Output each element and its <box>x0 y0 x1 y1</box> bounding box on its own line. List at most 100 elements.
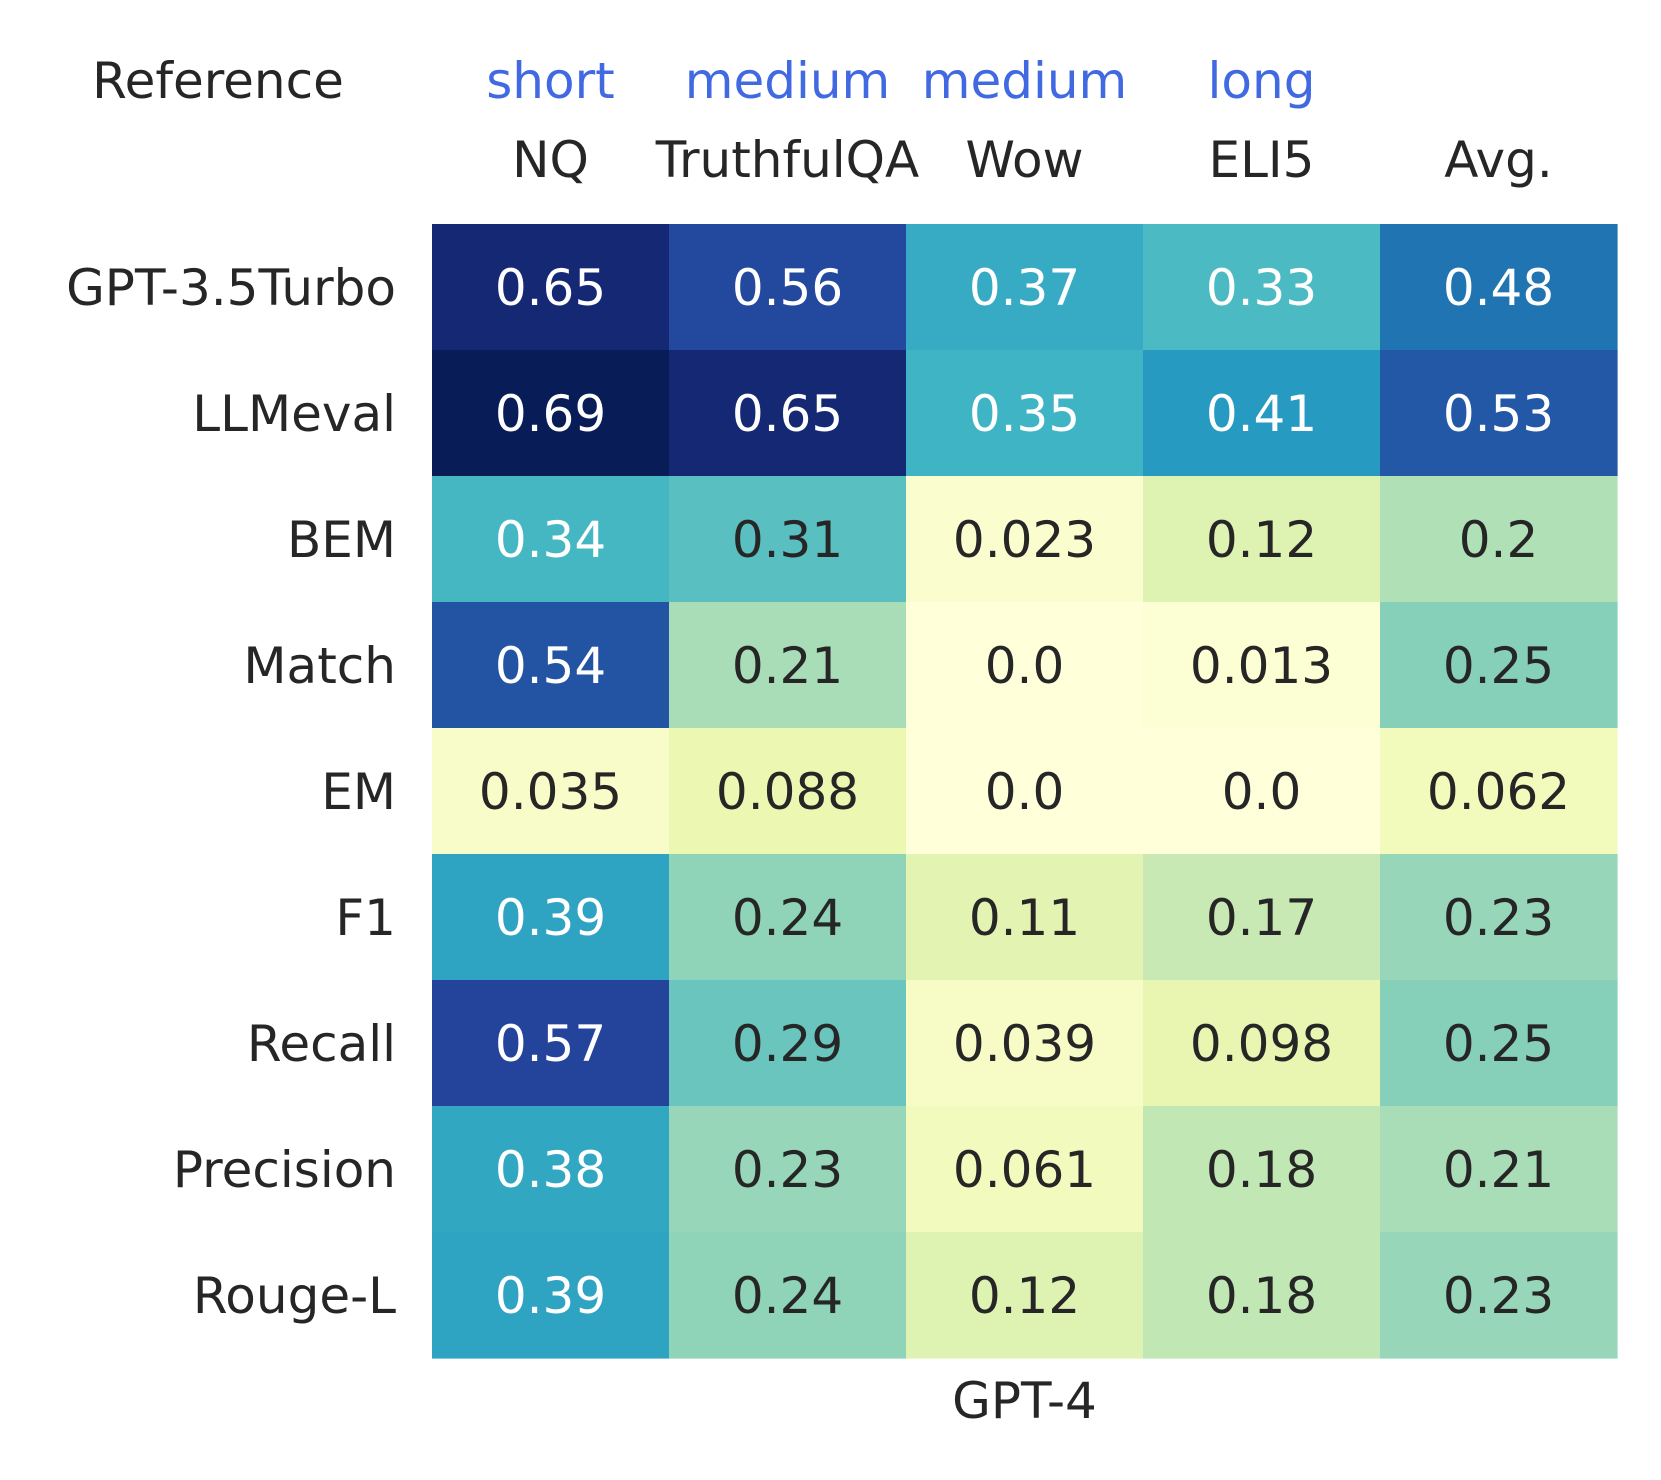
heatmap-cell <box>1380 224 1618 351</box>
cell-value-label: 0.33 <box>1206 259 1317 317</box>
heatmap-cell <box>1380 1106 1618 1233</box>
cell-value-label: 0.088 <box>716 763 859 821</box>
heatmap-cell <box>432 224 670 351</box>
column-group-label: short <box>486 52 615 110</box>
cell-value-label: 0.0 <box>985 637 1065 695</box>
cell-value-label: 0.23 <box>1443 1267 1554 1325</box>
heatmap-cell <box>669 350 907 477</box>
cell-value-label: 0.12 <box>1206 511 1317 569</box>
heatmap-cell <box>432 602 670 729</box>
column-group-label: medium <box>685 52 891 110</box>
cell-value-label: 0.25 <box>1443 637 1554 695</box>
cell-value-label: 0.061 <box>953 1141 1096 1199</box>
cell-value-label: 0.29 <box>732 1015 843 1073</box>
cell-value-label: 0.69 <box>495 385 606 443</box>
cell-value-label: 0.65 <box>495 259 606 317</box>
heatmap-cell <box>669 1106 907 1233</box>
heatmap-cell <box>432 1232 670 1359</box>
cell-value-label: 0.41 <box>1206 385 1317 443</box>
column-group-label: medium <box>922 52 1128 110</box>
cell-value-label: 0.11 <box>969 889 1080 947</box>
cell-value-label: 0.54 <box>495 637 606 695</box>
row-label: Match <box>243 637 396 695</box>
heatmap-cell <box>1143 854 1381 981</box>
row-label: BEM <box>287 511 396 569</box>
cell-value-label: 0.31 <box>732 511 843 569</box>
heatmap-cell <box>432 1106 670 1233</box>
heatmap-cell <box>906 1232 1144 1359</box>
row-label: F1 <box>335 889 396 947</box>
heatmap-cell <box>1143 224 1381 351</box>
heatmap-cell <box>1143 350 1381 477</box>
heatmap-cell <box>1143 728 1381 855</box>
heatmap-cell <box>669 980 907 1107</box>
heatmap-cell <box>669 1232 907 1359</box>
column-label: ELI5 <box>1208 131 1314 189</box>
cell-value-label: 0.0 <box>1222 763 1302 821</box>
heatmap-cell <box>669 728 907 855</box>
heatmap-cell <box>906 1106 1144 1233</box>
cell-value-label: 0.23 <box>1443 889 1554 947</box>
heatmap-cell <box>1143 602 1381 729</box>
cell-value-label: 0.18 <box>1206 1141 1317 1199</box>
row-label: GPT-3.5Turbo <box>66 259 396 317</box>
heatmap-cell <box>432 980 670 1107</box>
cell-value-label: 0.35 <box>969 385 1080 443</box>
cell-value-label: 0.039 <box>953 1015 1096 1073</box>
heatmap-labels: 0.65 0.56 0.37 0.33 0.48 0.69 0.65 0.35 0.41 0.53… <box>66 52 1570 1430</box>
cell-value-label: 0.65 <box>732 385 843 443</box>
heatmap-cell <box>1380 602 1618 729</box>
heatmap-cell <box>906 854 1144 981</box>
cell-value-label: 0.18 <box>1206 1267 1317 1325</box>
heatmap-cell <box>1380 476 1618 603</box>
row-label: Recall <box>247 1015 396 1073</box>
heatmap-cell <box>1143 1232 1381 1359</box>
heatmap-cell <box>906 728 1144 855</box>
heatmap-cell <box>1380 854 1618 981</box>
heatmap-cell <box>1380 980 1618 1107</box>
cell-value-label: 0.23 <box>732 1141 843 1199</box>
heatmap-cell <box>669 602 907 729</box>
heatmap-cell <box>1143 1106 1381 1233</box>
cell-value-label: 0.035 <box>479 763 622 821</box>
cell-value-label: 0.21 <box>732 637 843 695</box>
column-label: TruthfulQA <box>655 131 919 189</box>
row-label: Rouge-L <box>193 1267 396 1325</box>
cell-value-label: 0.2 <box>1459 511 1539 569</box>
cell-value-label: 0.25 <box>1443 1015 1554 1073</box>
heatmap-cell <box>1380 1232 1618 1359</box>
heatmap-cell <box>432 854 670 981</box>
cell-value-label: 0.098 <box>1190 1015 1333 1073</box>
row-label: LLMeval <box>192 385 396 443</box>
column-label: NQ <box>512 131 589 189</box>
cell-value-label: 0.39 <box>495 889 606 947</box>
heatmap-cell <box>1380 728 1618 855</box>
column-group-label: long <box>1208 52 1316 110</box>
heatmap-cell <box>669 224 907 351</box>
cell-value-label: 0.062 <box>1427 763 1570 821</box>
heatmap-cell <box>906 980 1144 1107</box>
heatmap-cell <box>432 476 670 603</box>
heatmap-cell <box>432 350 670 477</box>
cell-value-label: 0.48 <box>1443 259 1554 317</box>
row-label: Precision <box>173 1141 396 1199</box>
cell-value-label: 0.37 <box>969 259 1080 317</box>
column-label: Avg. <box>1444 131 1553 189</box>
heatmap-cell <box>906 350 1144 477</box>
cell-value-label: 0.53 <box>1443 385 1554 443</box>
x-axis-label: GPT-4 <box>952 1372 1097 1430</box>
cell-value-label: 0.38 <box>495 1141 606 1199</box>
heatmap-cell <box>1143 476 1381 603</box>
cell-value-label: 0.57 <box>495 1015 606 1073</box>
heatmap-cell <box>669 476 907 603</box>
cell-value-label: 0.013 <box>1190 637 1333 695</box>
row-label: EM <box>321 763 396 821</box>
cell-value-label: 0.21 <box>1443 1141 1554 1199</box>
cell-value-label: 0.023 <box>953 511 1096 569</box>
heatmap-cell <box>906 602 1144 729</box>
column-label: Wow <box>966 131 1084 189</box>
heatmap-cell <box>906 476 1144 603</box>
cell-value-label: 0.17 <box>1206 889 1317 947</box>
